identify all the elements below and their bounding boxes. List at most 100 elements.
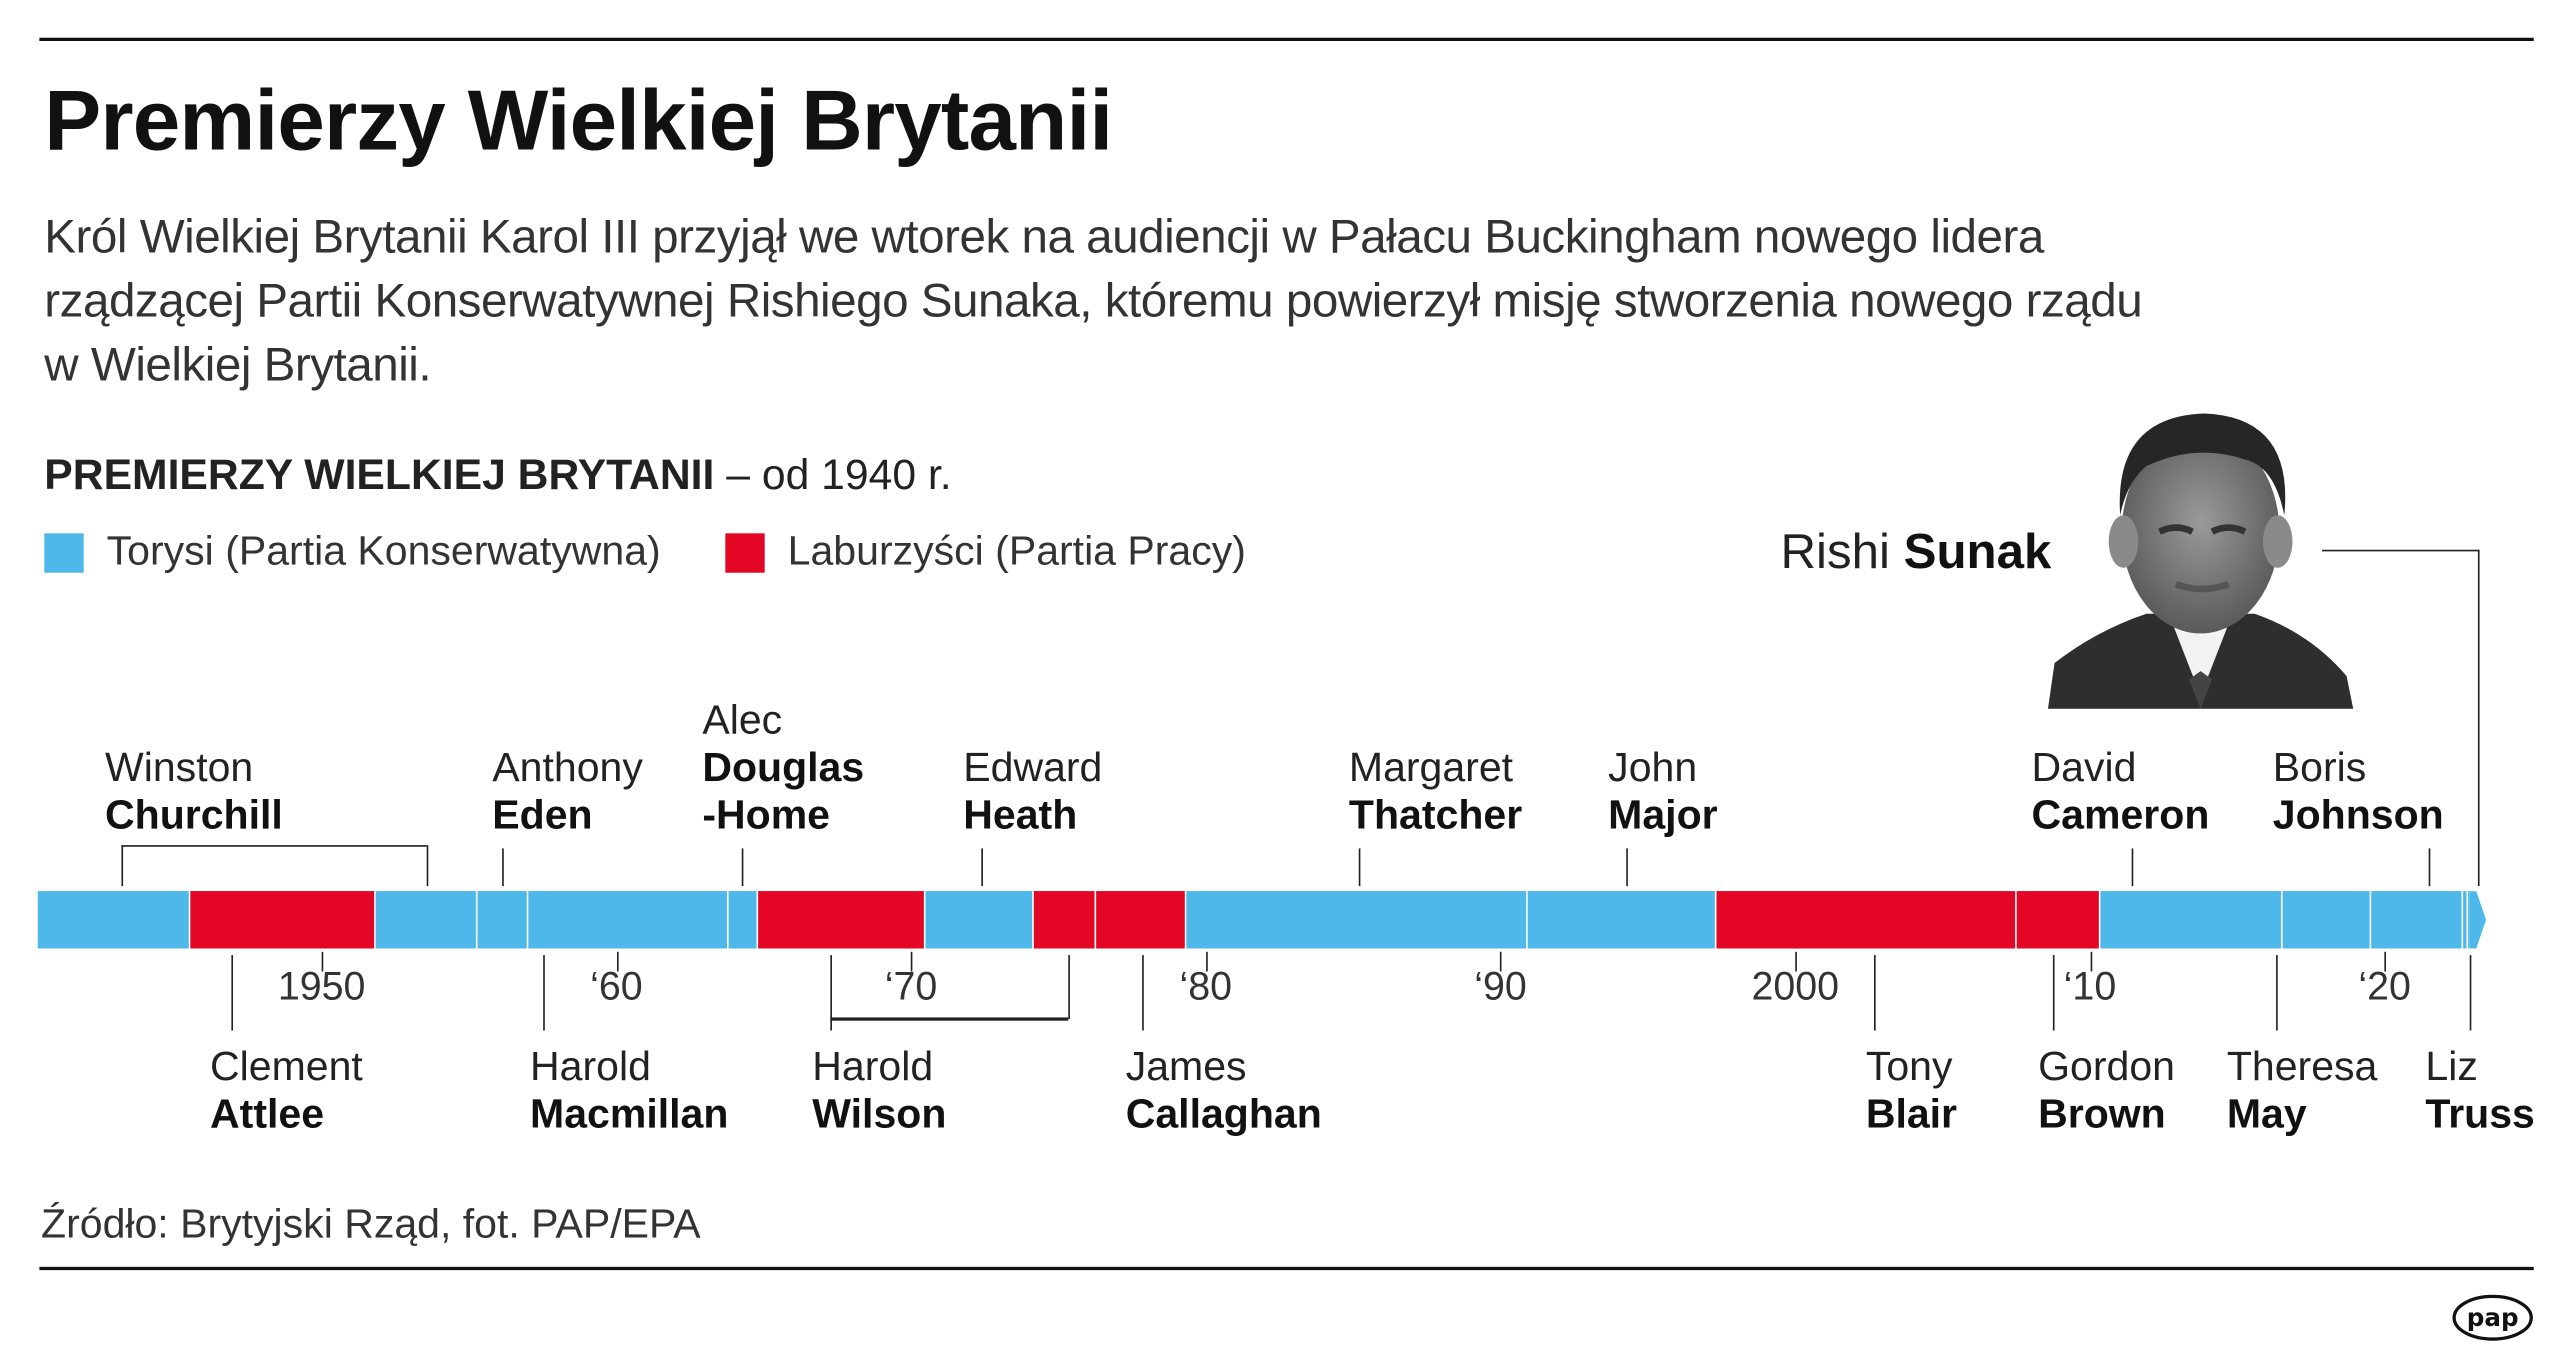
section-title: PREMIERZY WIELKIEJ BRYTANII – od 1940 r. [44,450,951,501]
year-label: ‘70 [884,964,938,1010]
year-label: 2000 [1751,964,1840,1010]
connector-line [2428,848,2431,887]
connector-line [1142,955,1144,1031]
last-name: Blair [1865,1091,1958,1138]
lead-paragraph: Król Wielkiej Brytanii Karol III przyjął… [44,211,2143,393]
first-name: Theresa [2226,1043,2378,1090]
pm-label-below: Theresa May [2227,1044,2378,1139]
pm-label-below: Gordon Brown [2038,1044,2175,1139]
legend-label: Torysi (Partia Konserwatywna) [106,528,661,575]
featured-first-name: Rishi [1780,525,1890,580]
term-segment [924,891,1034,949]
connector-line [1874,955,1876,1031]
term-segment [728,891,758,949]
last-name: Major [1608,792,1718,839]
last-name: Douglas [702,744,865,791]
year-label: ‘90 [1474,964,1527,1010]
year-tick [1795,951,1797,972]
last-name: Wilson [812,1091,947,1138]
term-segment [1095,891,1187,949]
last-name: Macmillan [530,1091,729,1138]
term-segment [528,891,729,949]
connector-line [2052,955,2055,1031]
last-name: Thatcher [1348,792,1523,839]
year-tick [1500,951,1503,972]
last-name: May [2226,1091,2307,1138]
timeline-arrow [2469,891,2486,949]
last-name: Churchill [105,792,283,839]
connector-line [1626,848,1628,887]
first-name: Gordon [2038,1043,2175,1090]
featured-last-name: Sunak [1903,525,2052,580]
year-tick [2384,951,2387,972]
first-name: Tony [1865,1043,1953,1090]
first-name: Anthony [492,745,643,791]
year-label: ‘60 [590,964,643,1010]
term-segment [1527,891,1717,949]
pm-label-above: Alec Douglas -Home [702,697,864,840]
first-name: James [1125,1043,1247,1090]
last-name: Johnson [2272,792,2444,839]
bracket-line [830,1017,1069,1020]
connector-line [2477,549,2480,887]
connector-line [502,848,504,887]
pm-label-above: Margaret Thatcher [1349,745,1522,840]
connector-line [121,845,124,887]
first-name: John [1608,745,1698,791]
legend-swatch-labour [725,532,765,572]
svg-text:pap: pap [2467,1303,2519,1332]
first-name: Winston [105,745,254,791]
first-name: Clement [210,1043,363,1090]
connector-line [981,848,983,887]
sunak-leader-line [2322,549,2480,552]
year-tick [2089,951,2092,972]
pm-label-above: Anthony Eden [492,745,643,840]
pm-label-below: James Callaghan [1126,1044,1322,1139]
pm-label-above: John Major [1608,745,1717,840]
last-name: Truss [2425,1091,2535,1138]
term-segment [2015,891,2101,949]
first-name: Margaret [1348,745,1514,791]
connector-line [741,848,744,887]
pm-label-below: Harold Wilson [812,1044,946,1139]
year-tick [1205,951,1208,972]
term-segment [2100,891,2283,949]
last-name: Heath [963,792,1078,839]
pap-logo: pap [2452,1294,2533,1341]
term-segment [375,891,477,949]
connector-line [426,845,429,887]
term-segment [1033,891,1096,949]
legend-label: Laburzyści (Partia Pracy) [787,528,1246,575]
term-segment [757,891,925,949]
source-note: Źródło: Brytyjski Rząd, fot. PAP/EPA [41,1201,701,1248]
first-name: Liz [2425,1043,2478,1090]
bracket-line [121,845,427,847]
first-name: Harold [812,1043,934,1090]
page-title: Premierzy Wielkiej Brytanii [44,73,1113,170]
bottom-rule [39,1266,2534,1271]
legend-item-labour: Laburzyści (Partia Pracy) [725,528,1246,576]
last-name: -Home [702,791,831,838]
connector-line [543,955,545,1031]
term-segment [1186,891,1528,949]
pm-label-below: Harold Macmillan [530,1044,728,1139]
last-name: Brown [2038,1091,2166,1138]
section-title-bold: PREMIERZY WIELKIEJ BRYTANII [44,449,715,499]
year-tick [911,951,913,972]
year-label: ‘10 [2063,964,2117,1010]
first-name: Harold [530,1043,651,1090]
connector-line [2131,848,2134,887]
term-segment [2282,891,2372,949]
year-label: ‘80 [1179,964,1233,1010]
last-name: Attlee [210,1091,325,1138]
legend-swatch-tory [44,532,84,572]
section-title-rest: – od 1940 r. [714,449,952,499]
rishi-sunak-photo [2047,413,2354,709]
term-segment [191,891,376,949]
first-name: David [2031,745,2137,791]
year-label: ‘20 [2358,964,2411,1010]
top-rule [39,37,2534,42]
term-segment [2467,891,2470,949]
pm-label-above: Boris Johnson [2273,745,2444,840]
